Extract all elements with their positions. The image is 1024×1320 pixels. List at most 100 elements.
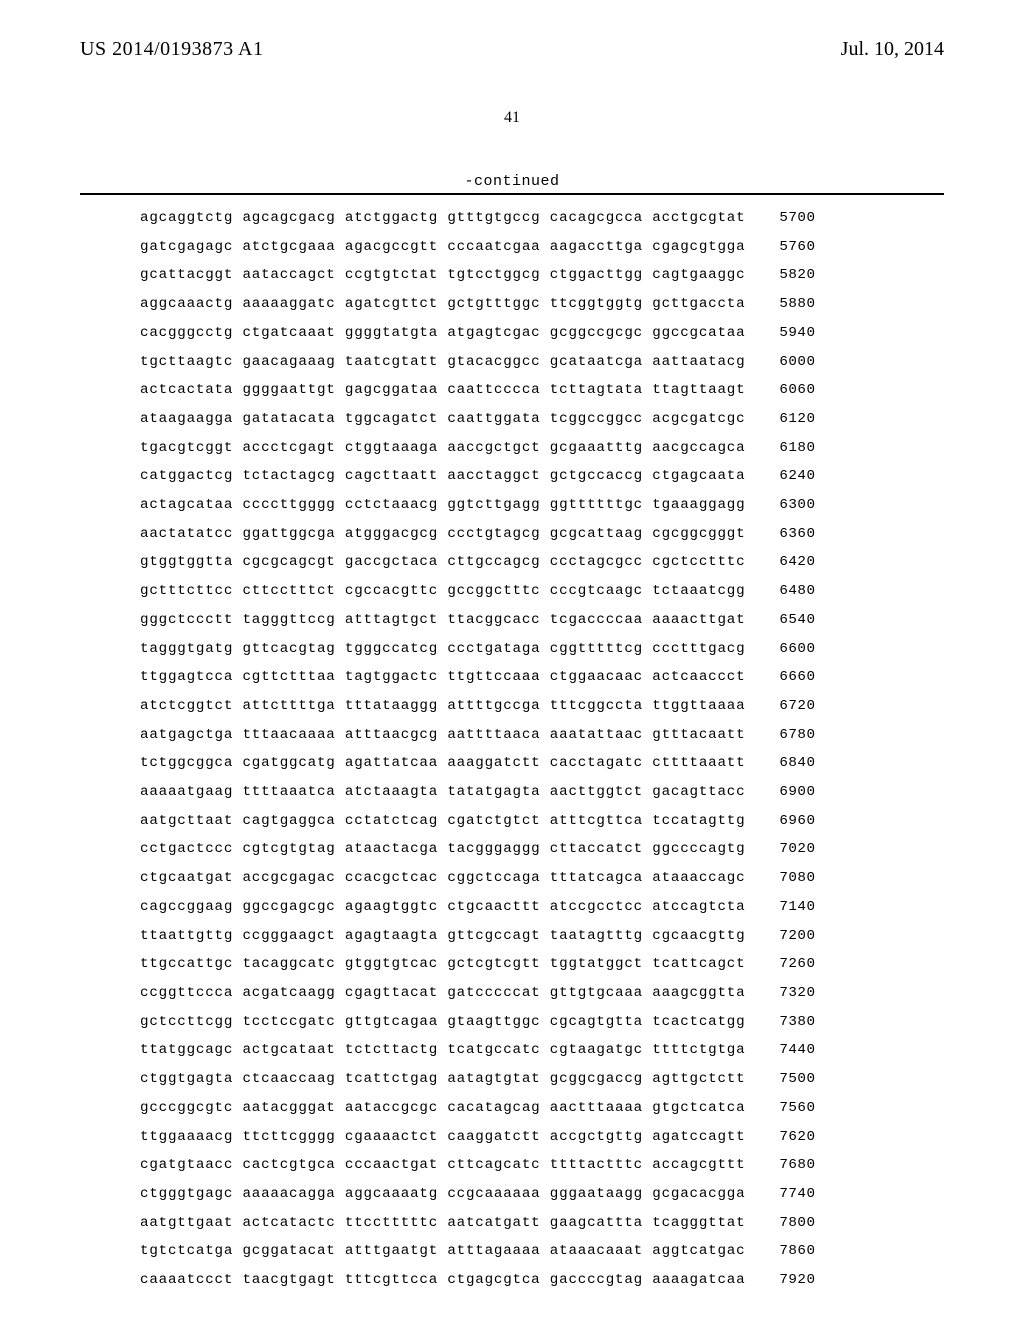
sequence-row: cagccggaag ggccgagcgc agaagtggtc ctgcaac… <box>140 900 1024 914</box>
sequence-text: agcaggtctg agcagcgacg atctggactg gtttgtg… <box>140 211 745 225</box>
sequence-text: cagccggaag ggccgagcgc agaagtggtc ctgcaac… <box>140 900 745 914</box>
sequence-position: 7200 <box>779 929 815 943</box>
sequence-row: aatgagctga tttaacaaaa atttaacgcg aatttta… <box>140 728 1024 742</box>
sequence-position: 6960 <box>779 814 815 828</box>
sequence-position: 5700 <box>779 211 815 225</box>
sequence-text: caaaatccct taacgtgagt tttcgttcca ctgagcg… <box>140 1273 745 1287</box>
sequence-row: ctgcaatgat accgcgagac ccacgctcac cggctcc… <box>140 871 1024 885</box>
sequence-row: aggcaaactg aaaaaggatc agatcgttct gctgttt… <box>140 297 1024 311</box>
sequence-row: actcactata ggggaattgt gagcggataa caattcc… <box>140 383 1024 397</box>
sequence-position: 6540 <box>779 613 815 627</box>
sequence-row: ataagaagga gatatacata tggcagatct caattgg… <box>140 412 1024 426</box>
sequence-row: ccggttccca acgatcaagg cgagttacat gatcccc… <box>140 986 1024 1000</box>
sequence-text: ttggagtcca cgttctttaa tagtggactc ttgttcc… <box>140 670 745 684</box>
header: US 2014/0193873 A1 Jul. 10, 2014 <box>0 0 1024 61</box>
sequence-text: tctggcggca cgatggcatg agattatcaa aaaggat… <box>140 756 745 770</box>
sequence-row: tctggcggca cgatggcatg agattatcaa aaaggat… <box>140 756 1024 770</box>
sequence-position: 7920 <box>779 1273 815 1287</box>
sequence-position: 6780 <box>779 728 815 742</box>
sequence-row: tagggtgatg gttcacgtag tgggccatcg ccctgat… <box>140 642 1024 656</box>
sequence-text: atctcggtct attcttttga tttataaggg attttgc… <box>140 699 745 713</box>
sequence-position: 6360 <box>779 527 815 541</box>
sequence-row: gcattacggt aataccagct ccgtgtctat tgtcctg… <box>140 268 1024 282</box>
sequence-row: tgcttaagtc gaacagaaag taatcgtatt gtacacg… <box>140 355 1024 369</box>
sequence-row: gggctccctt tagggttccg atttagtgct ttacggc… <box>140 613 1024 627</box>
sequence-row: cctgactccc cgtcgtgtag ataactacga tacggga… <box>140 842 1024 856</box>
sequence-position: 6180 <box>779 441 815 455</box>
sequence-row: aaaaatgaag ttttaaatca atctaaagta tatatga… <box>140 785 1024 799</box>
sequence-text: ctgcaatgat accgcgagac ccacgctcac cggctcc… <box>140 871 745 885</box>
sequence-position: 7620 <box>779 1130 815 1144</box>
sequence-position: 5940 <box>779 326 815 340</box>
sequence-position: 7320 <box>779 986 815 1000</box>
sequence-position: 7680 <box>779 1158 815 1172</box>
sequence-position: 7440 <box>779 1043 815 1057</box>
continued-label: -continued <box>0 173 1024 190</box>
sequence-row: cgatgtaacc cactcgtgca cccaactgat cttcagc… <box>140 1158 1024 1172</box>
sequence-position: 6300 <box>779 498 815 512</box>
sequence-row: actagcataa ccccttgggg cctctaaacg ggtcttg… <box>140 498 1024 512</box>
sequence-position: 6600 <box>779 642 815 656</box>
sequence-text: aaaaatgaag ttttaaatca atctaaagta tatatga… <box>140 785 745 799</box>
publication-number: US 2014/0193873 A1 <box>80 38 263 61</box>
sequence-row: ttggagtcca cgttctttaa tagtggactc ttgttcc… <box>140 670 1024 684</box>
sequence-row: aatgttgaat actcatactc ttcctttttc aatcatg… <box>140 1216 1024 1230</box>
sequence-block: agcaggtctg agcagcgacg atctggactg gtttgtg… <box>0 195 1024 1287</box>
sequence-text: gctttcttcc cttcctttct cgccacgttc gccggct… <box>140 584 745 598</box>
sequence-row: ctggtgagta ctcaaccaag tcattctgag aatagtg… <box>140 1072 1024 1086</box>
sequence-text: gcattacggt aataccagct ccgtgtctat tgtcctg… <box>140 268 745 282</box>
sequence-position: 7260 <box>779 957 815 971</box>
sequence-row: cacgggcctg ctgatcaaat ggggtatgta atgagtc… <box>140 326 1024 340</box>
sequence-text: cacgggcctg ctgatcaaat ggggtatgta atgagtc… <box>140 326 745 340</box>
sequence-text: catggactcg tctactagcg cagcttaatt aacctag… <box>140 469 745 483</box>
sequence-row: ttgccattgc tacaggcatc gtggtgtcac gctcgtc… <box>140 957 1024 971</box>
sequence-text: aactatatcc ggattggcga atgggacgcg ccctgta… <box>140 527 745 541</box>
sequence-position: 5820 <box>779 268 815 282</box>
sequence-position: 7740 <box>779 1187 815 1201</box>
sequence-text: ataagaagga gatatacata tggcagatct caattgg… <box>140 412 745 426</box>
sequence-row: gatcgagagc atctgcgaaa agacgccgtt cccaatc… <box>140 240 1024 254</box>
sequence-position: 6000 <box>779 355 815 369</box>
page-number: 41 <box>0 109 1024 127</box>
sequence-position: 6840 <box>779 756 815 770</box>
sequence-position: 6660 <box>779 670 815 684</box>
sequence-row: tgtctcatga gcggatacat atttgaatgt atttaga… <box>140 1244 1024 1258</box>
sequence-row: gtggtggtta cgcgcagcgt gaccgctaca cttgcca… <box>140 555 1024 569</box>
sequence-row: ttggaaaacg ttcttcgggg cgaaaactct caaggat… <box>140 1130 1024 1144</box>
sequence-position: 6060 <box>779 383 815 397</box>
sequence-position: 7860 <box>779 1244 815 1258</box>
sequence-row: ttatggcagc actgcataat tctcttactg tcatgcc… <box>140 1043 1024 1057</box>
sequence-text: tgcttaagtc gaacagaaag taatcgtatt gtacacg… <box>140 355 745 369</box>
sequence-text: ttggaaaacg ttcttcgggg cgaaaactct caaggat… <box>140 1130 745 1144</box>
sequence-position: 7140 <box>779 900 815 914</box>
sequence-text: gcccggcgtc aatacgggat aataccgcgc cacatag… <box>140 1101 745 1115</box>
sequence-row: ttaattgttg ccgggaagct agagtaagta gttcgcc… <box>140 929 1024 943</box>
sequence-row: caaaatccct taacgtgagt tttcgttcca ctgagcg… <box>140 1273 1024 1287</box>
sequence-position: 6120 <box>779 412 815 426</box>
sequence-row: ctgggtgagc aaaaacagga aggcaaaatg ccgcaaa… <box>140 1187 1024 1201</box>
sequence-text: actagcataa ccccttgggg cctctaaacg ggtcttg… <box>140 498 745 512</box>
publication-date: Jul. 10, 2014 <box>841 38 944 61</box>
sequence-row: tgacgtcggt accctcgagt ctggtaaaga aaccgct… <box>140 441 1024 455</box>
sequence-text: cgatgtaacc cactcgtgca cccaactgat cttcagc… <box>140 1158 745 1172</box>
sequence-row: agcaggtctg agcagcgacg atctggactg gtttgtg… <box>140 211 1024 225</box>
sequence-position: 6240 <box>779 469 815 483</box>
sequence-text: gggctccctt tagggttccg atttagtgct ttacggc… <box>140 613 745 627</box>
sequence-position: 7800 <box>779 1216 815 1230</box>
sequence-text: ttgccattgc tacaggcatc gtggtgtcac gctcgtc… <box>140 957 745 971</box>
sequence-row: gcccggcgtc aatacgggat aataccgcgc cacatag… <box>140 1101 1024 1115</box>
sequence-text: tgacgtcggt accctcgagt ctggtaaaga aaccgct… <box>140 441 745 455</box>
sequence-position: 7560 <box>779 1101 815 1115</box>
sequence-text: ctgggtgagc aaaaacagga aggcaaaatg ccgcaaa… <box>140 1187 745 1201</box>
sequence-text: aggcaaactg aaaaaggatc agatcgttct gctgttt… <box>140 297 745 311</box>
sequence-position: 7020 <box>779 842 815 856</box>
sequence-position: 6720 <box>779 699 815 713</box>
sequence-position: 7500 <box>779 1072 815 1086</box>
sequence-text: ccggttccca acgatcaagg cgagttacat gatcccc… <box>140 986 745 1000</box>
sequence-position: 5760 <box>779 240 815 254</box>
sequence-text: gctccttcgg tcctccgatc gttgtcagaa gtaagtt… <box>140 1015 745 1029</box>
sequence-text: aatgagctga tttaacaaaa atttaacgcg aatttta… <box>140 728 745 742</box>
sequence-position: 6480 <box>779 584 815 598</box>
sequence-text: gtggtggtta cgcgcagcgt gaccgctaca cttgcca… <box>140 555 745 569</box>
sequence-row: atctcggtct attcttttga tttataaggg attttgc… <box>140 699 1024 713</box>
